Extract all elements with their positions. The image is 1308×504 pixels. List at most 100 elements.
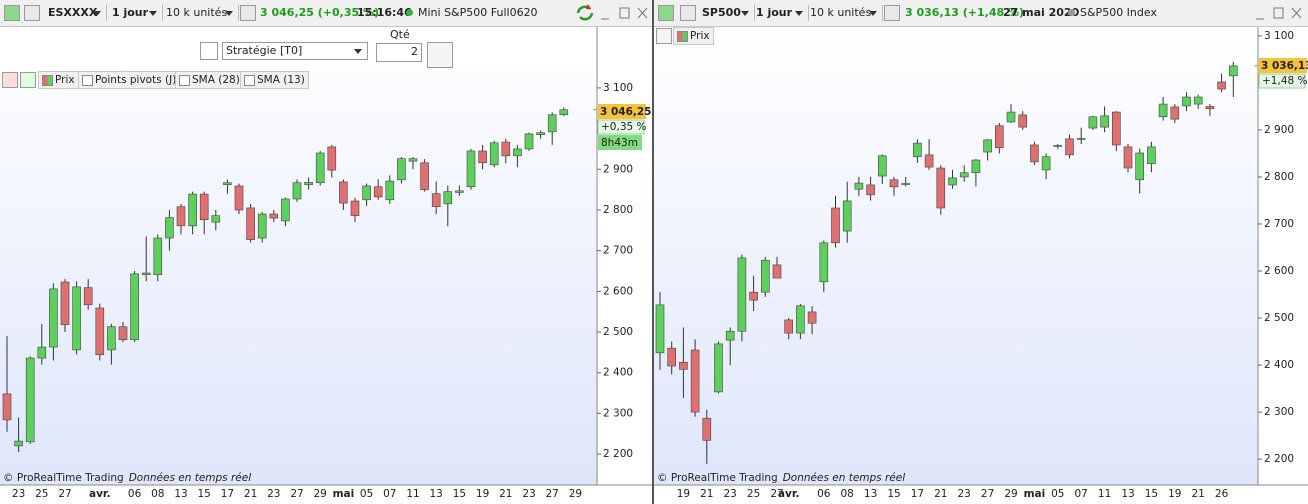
- y-tick-label: 2 800: [603, 204, 633, 216]
- x-tick-label: 13: [1121, 488, 1134, 500]
- period[interactable]: 1 jour: [752, 5, 809, 21]
- y-tick-label: 2 900: [603, 163, 633, 175]
- window-controls[interactable]: [572, 0, 652, 26]
- window-controls[interactable]: [1248, 0, 1308, 26]
- candle-body: [1135, 152, 1144, 181]
- candle-body: [536, 132, 545, 135]
- legend-item[interactable]: Points pivots (J): [78, 71, 181, 89]
- icon[interactable]: [680, 5, 696, 21]
- x-tick-label: mai: [1024, 488, 1046, 500]
- candle-body: [924, 154, 934, 168]
- x-tick-label: 07: [1075, 488, 1088, 500]
- countdown-box: [598, 135, 642, 150]
- quote: 3 046,25 (+0,35 %): [260, 6, 380, 19]
- candle-body: [524, 133, 534, 150]
- x-tick-label: 11: [406, 488, 419, 500]
- icon[interactable]: [240, 5, 256, 21]
- x-tick-label: 29: [569, 488, 582, 500]
- icon[interactable]: [658, 5, 674, 21]
- y-tick-label: 2 300: [1264, 406, 1294, 418]
- candle-body: [95, 307, 105, 356]
- y-tick-label: 2 500: [603, 326, 633, 338]
- candle-body: [1018, 114, 1028, 128]
- candle-body: [489, 142, 499, 166]
- candle-body: [994, 125, 1004, 149]
- candle-body: [749, 291, 758, 301]
- y-tick-label: 2 600: [1264, 265, 1294, 277]
- candle-body: [1076, 138, 1086, 140]
- candle-body: [339, 181, 348, 204]
- candle-body: [1100, 115, 1109, 128]
- units[interactable]: 10 k unités: [806, 5, 883, 21]
- symbol[interactable]: SP500: [698, 5, 755, 21]
- x-tick-label: 21: [244, 488, 257, 500]
- candle-body: [877, 155, 887, 177]
- bell[interactable]: [656, 28, 672, 44]
- wrench[interactable]: [200, 42, 218, 60]
- y-tick-label: 2 700: [603, 245, 633, 257]
- candle-body: [165, 217, 174, 239]
- legend-item[interactable]: Prix: [38, 71, 79, 89]
- x-tick-label: 21: [700, 488, 713, 500]
- x-tick-label: 27: [981, 488, 994, 500]
- x-tick-label: 29: [1004, 488, 1017, 500]
- y-tick-label: 2 200: [1264, 453, 1294, 465]
- order-button[interactable]: [427, 42, 453, 68]
- candle-body: [1088, 116, 1098, 129]
- x-tick-label: 17: [911, 488, 924, 500]
- icon[interactable]: [24, 5, 40, 21]
- candle-body: [796, 305, 805, 334]
- icon[interactable]: [884, 5, 900, 21]
- candle-body: [772, 264, 782, 279]
- icon[interactable]: [2, 72, 18, 88]
- qty[interactable]: 2: [376, 43, 422, 62]
- strategy[interactable]: Stratégie [T0]: [222, 42, 368, 60]
- candle-body: [1170, 106, 1180, 120]
- candle-body: [234, 185, 244, 211]
- x-tick-label: 15: [1145, 488, 1158, 500]
- candle-body: [866, 184, 875, 196]
- candle-body: [211, 215, 221, 223]
- footer: © ProRealTime Trading Données en temps ré…: [657, 472, 905, 484]
- candle-body: [667, 347, 677, 367]
- x-tick-label: 23: [724, 488, 737, 500]
- change-box: [597, 119, 645, 135]
- candle-body: [1053, 145, 1063, 147]
- candle-body: [153, 237, 163, 275]
- candle-body: [443, 191, 453, 205]
- x-tick-label: 27: [58, 488, 71, 500]
- footer-note: Données en temps réel: [783, 472, 906, 484]
- x-tick-label: 23: [958, 488, 971, 500]
- x-tick-label: 08: [841, 488, 854, 500]
- x-tick-label: 27: [770, 488, 783, 500]
- last-price-box: [598, 104, 646, 119]
- x-tick-label: 25: [747, 488, 760, 500]
- candle-body: [1041, 156, 1051, 171]
- x-tick-label: 29: [314, 488, 327, 500]
- candle-body: [690, 349, 700, 413]
- candle-body: [223, 182, 232, 186]
- time: 27 mai 2020: [1003, 6, 1080, 19]
- legend-item[interactable]: Prix: [673, 27, 714, 45]
- legend-item[interactable]: SMA (13): [240, 71, 309, 89]
- units[interactable]: 10 k unités: [162, 5, 239, 21]
- plot-bg: [654, 26, 1258, 485]
- footer: © ProRealTime Trading: [3, 472, 124, 484]
- period[interactable]: 1 jour: [108, 5, 163, 21]
- time: 15:16:46: [357, 6, 412, 19]
- plot-bg: [0, 26, 597, 485]
- symbol[interactable]: ESXXXX: [44, 5, 107, 21]
- x-tick-label: 19: [1168, 488, 1181, 500]
- candle-body: [385, 180, 395, 201]
- candle-body: [559, 109, 569, 116]
- candle-body: [784, 319, 794, 334]
- candle-body: [983, 139, 992, 153]
- x-tick-label: 11: [1098, 488, 1111, 500]
- icon[interactable]: [4, 5, 20, 21]
- x-tick-label: 08: [151, 488, 164, 500]
- candle-body: [702, 417, 712, 441]
- icon[interactable]: [20, 72, 36, 88]
- legend-item[interactable]: SMA (28): [175, 71, 244, 89]
- instrument: S&P500 Index: [1080, 6, 1157, 19]
